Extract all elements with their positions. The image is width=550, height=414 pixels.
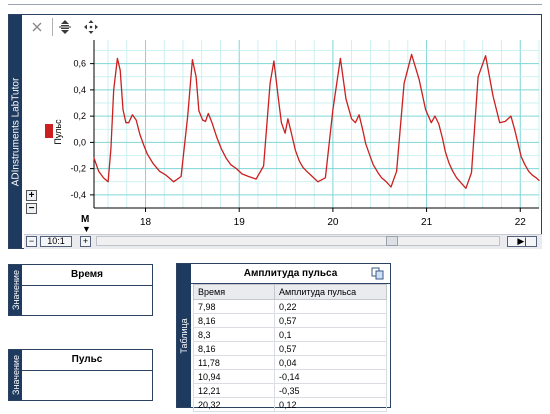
table-row[interactable]: 10,94 -0,14 [193, 369, 387, 384]
marker-arrow-icon[interactable]: ▼ [82, 224, 91, 234]
chart-plot[interactable]: 0,6 0,4 0,2 0,0 -0,2 -0,4 18 19 20 21 22 [22, 38, 542, 248]
top-divider [8, 4, 542, 5]
scrollbar-thumb[interactable] [386, 236, 398, 246]
table-row[interactable]: 20,32 0,12 [193, 397, 387, 412]
amplitude-table: Время Амплитуда пульса 7,98 0,22 8,16 0,57 8,… [193, 284, 387, 412]
table-cell: 0,22 [274, 299, 387, 314]
pulse-header: Пульс [22, 350, 152, 371]
x-tick-label: 20 [327, 217, 339, 228]
plot-background [94, 40, 539, 208]
x-tick-label: 18 [140, 217, 152, 228]
table-title: Амплитуда пульса [191, 264, 390, 284]
table-row[interactable]: 8,16 0,57 [193, 313, 387, 328]
table-cell: 8,16 [193, 313, 275, 328]
table-cell: 0,1 [274, 327, 387, 342]
y-tick-label: -0,4 [70, 190, 86, 200]
table-row[interactable]: 8,3 0,1 [193, 327, 387, 342]
column-header[interactable]: Амплитуда пульса [274, 284, 387, 300]
table-cell: 20,32 [193, 397, 275, 412]
table-row[interactable]: 7,98 0,22 [193, 299, 387, 314]
y-tick-label: 0,6 [73, 59, 86, 69]
table-cell: 0,12 [274, 397, 387, 412]
copy-icon[interactable] [371, 267, 385, 280]
y-zoom-in-button[interactable]: + [26, 190, 37, 201]
chart-toolbar [24, 16, 104, 38]
column-header[interactable]: Время [193, 284, 275, 300]
y-tick-label: 0,2 [73, 111, 86, 121]
table-cell: 8,3 [193, 327, 275, 342]
x-tick-label: 22 [515, 217, 527, 228]
series-line [93, 53, 540, 189]
close-icon[interactable] [26, 16, 48, 38]
table-cell: 0,04 [274, 355, 387, 370]
move-icon[interactable] [80, 16, 102, 38]
brand-label: ADInstruments LabTutor [10, 77, 21, 186]
grid [94, 40, 540, 209]
brand-strip [9, 15, 22, 248]
table-row[interactable]: 8,16 0,57 [193, 341, 387, 356]
marker-label[interactable]: M [81, 214, 90, 225]
y-tick-label: 0,4 [73, 85, 86, 95]
table-cell: 11,78 [193, 355, 275, 370]
table-cell: -0,14 [274, 369, 387, 384]
y-zoom-out-button[interactable]: − [26, 203, 37, 214]
fit-vertical-icon[interactable] [54, 16, 76, 38]
scroll-to-end-button[interactable]: ▶| [507, 236, 537, 247]
toolbar-separator [52, 18, 53, 36]
table-side-strip: Таблица [177, 264, 191, 407]
time-side-strip: Значение [9, 265, 22, 315]
table-cell: 10,94 [193, 369, 275, 384]
table-cell: 8,16 [193, 341, 275, 356]
x-tick-label: 21 [421, 217, 433, 228]
y-tick-label: -0,2 [70, 164, 86, 174]
table-row[interactable]: 12,21 -0,35 [193, 383, 387, 398]
table-cell: 0,57 [274, 313, 387, 328]
zoom-ratio-button[interactable]: 10:1 [40, 236, 72, 247]
table-cell: 12,21 [193, 383, 275, 398]
table-header-row: Время Амплитуда пульса [193, 284, 387, 300]
time-value-panel: Значение Время [8, 264, 153, 316]
axes: 0,6 0,4 0,2 0,0 -0,2 -0,4 18 19 20 21 22 [70, 40, 539, 228]
pulse-value-panel: Значение Пульс [8, 349, 153, 401]
pulse-side-strip: Значение [9, 350, 22, 400]
table-body: 7,98 0,22 8,16 0,57 8,3 0,1 8,16 0,57 11,78 0,04 1… [193, 299, 387, 412]
time-header: Время [22, 265, 152, 286]
table-cell: 0,57 [274, 341, 387, 356]
x-zoom-out-button[interactable]: − [26, 236, 37, 247]
x-zoom-in-button[interactable]: + [80, 236, 91, 247]
legend-swatch [45, 124, 53, 138]
horizontal-scrollbar[interactable] [96, 236, 500, 246]
table-cell: -0,35 [274, 383, 387, 398]
x-tick-label: 19 [234, 217, 246, 228]
y-tick-label: 0,0 [73, 137, 86, 147]
series [93, 53, 540, 189]
table-row[interactable]: 11,78 0,04 [193, 355, 387, 370]
table-cell: 7,98 [193, 299, 275, 314]
